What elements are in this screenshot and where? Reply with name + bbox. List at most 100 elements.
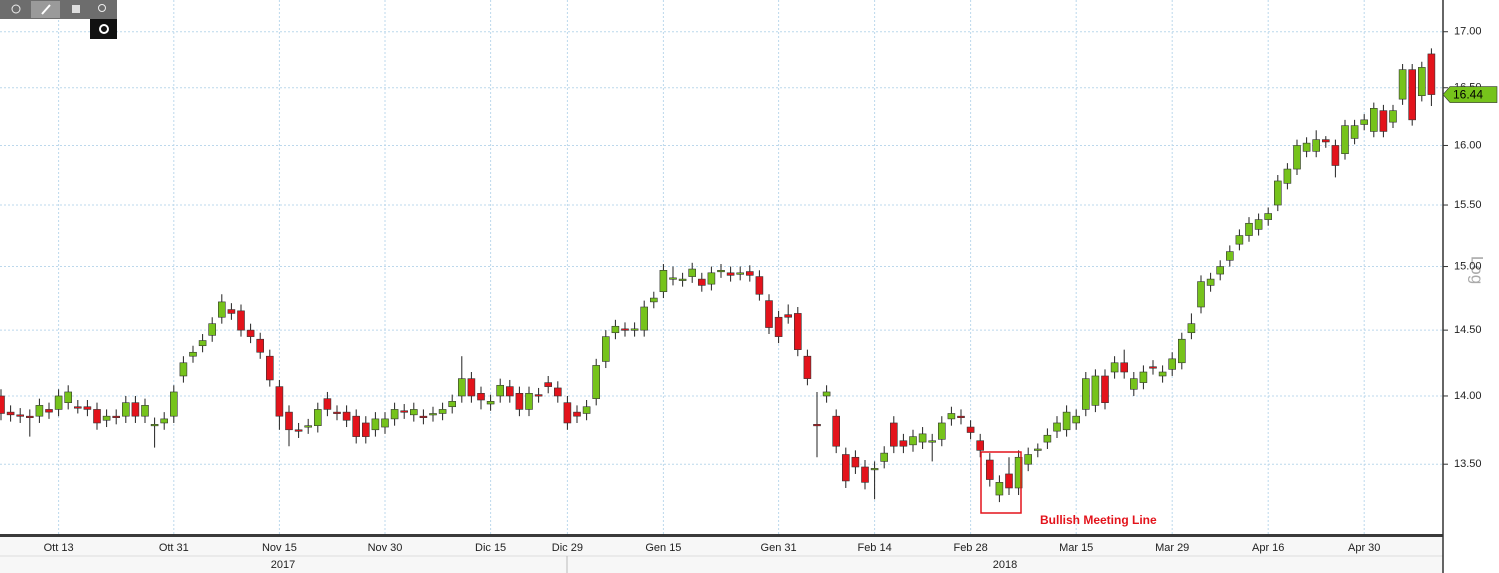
candle-body — [784, 314, 793, 318]
candle-body — [755, 276, 764, 295]
candle-body — [717, 269, 725, 273]
y-tick-label: 17.00 — [1454, 26, 1482, 38]
candle-body — [582, 406, 591, 414]
x-axis-bar — [0, 534, 1443, 537]
candle-body — [880, 452, 889, 462]
y-tick-label: 15.00 — [1454, 260, 1482, 272]
candle-body — [525, 392, 533, 410]
x-tick-label: Mar 15 — [1059, 542, 1093, 554]
candle-body — [976, 440, 985, 451]
x-tick-label: Gen 15 — [645, 542, 681, 554]
tool-button[interactable] — [41, 4, 51, 15]
candle-body — [1082, 378, 1090, 410]
candle-body — [83, 406, 92, 410]
tool-button[interactable] — [98, 4, 106, 12]
annotation-box — [980, 451, 1022, 514]
candle-body — [1187, 323, 1196, 334]
candle-body — [937, 422, 946, 440]
last-price-label: 16.44 — [1453, 88, 1483, 102]
candle-body — [342, 411, 351, 421]
candle-body — [505, 386, 514, 397]
candle-body — [1072, 415, 1080, 424]
x-axis-area — [0, 537, 1443, 573]
tool-button[interactable] — [11, 4, 21, 14]
candle-body — [553, 387, 562, 397]
candle-body — [1360, 119, 1368, 125]
candle-body — [1322, 139, 1330, 143]
candle-body — [774, 316, 783, 337]
candle-body — [1398, 69, 1407, 100]
candle-body — [45, 409, 53, 413]
tool-button[interactable] — [90, 19, 117, 39]
candle-body — [25, 415, 34, 418]
candle-body — [189, 351, 197, 357]
annotation: Bullish Meeting Line — [1040, 513, 1157, 527]
x-tick-label: Ott 31 — [159, 542, 189, 554]
candle-body — [198, 340, 207, 347]
candle-body — [995, 482, 1004, 496]
candle-body — [1091, 375, 1100, 406]
candle-body — [1226, 251, 1234, 261]
y-tick-label: 13.50 — [1454, 458, 1482, 470]
candle-body — [265, 355, 274, 381]
candle-body — [246, 329, 255, 337]
tool-button[interactable] — [72, 5, 80, 13]
scale-label: Log — [1468, 256, 1487, 284]
candle-body — [1389, 110, 1397, 123]
candle-body — [678, 278, 687, 281]
candle-body — [1158, 371, 1167, 377]
candle-body — [1331, 145, 1340, 166]
candle-body — [813, 424, 821, 427]
candle-body — [928, 440, 937, 443]
candle-body — [832, 415, 841, 447]
candle-body — [227, 309, 236, 314]
candle-body — [1120, 362, 1128, 373]
candle-body — [1350, 125, 1359, 139]
candle-body — [841, 454, 850, 482]
candle-body — [141, 405, 149, 417]
x-tick-label: Nov 15 — [262, 542, 297, 554]
candle-body — [275, 386, 284, 417]
candle-body — [957, 415, 965, 418]
grid — [0, 0, 1443, 535]
candle-body — [544, 382, 553, 387]
candle-body — [438, 409, 447, 414]
candle-body — [861, 466, 869, 483]
candle-body — [1264, 213, 1272, 220]
candle-body — [1408, 69, 1416, 121]
x-tick-label: Apr 16 — [1252, 542, 1284, 554]
candle-body — [371, 418, 380, 431]
candle-body — [409, 409, 418, 416]
candle-body — [16, 414, 25, 417]
candle-body — [1235, 235, 1244, 245]
candle-body — [1206, 278, 1215, 286]
candle-body — [6, 411, 15, 416]
candle-body — [822, 391, 831, 397]
x-tick-label: Nov 30 — [368, 542, 403, 554]
candle-body — [294, 429, 303, 432]
candle-body — [352, 415, 361, 437]
x-tick-label: Ott 13 — [44, 542, 74, 554]
candle-body — [160, 418, 168, 424]
candle-body — [457, 378, 466, 397]
candle-body — [1283, 168, 1292, 184]
candle-body — [1014, 456, 1023, 489]
candle-body — [870, 468, 879, 471]
candle-body — [131, 402, 140, 417]
candle-body — [909, 436, 917, 446]
candle-body — [64, 391, 72, 403]
candle-body — [918, 433, 927, 443]
candle-body — [237, 310, 245, 331]
candle-body — [1312, 139, 1320, 152]
candle-body — [1302, 142, 1311, 152]
y-tick-label: 16.00 — [1454, 139, 1482, 151]
candle-body — [448, 401, 457, 408]
candle-body — [112, 415, 120, 418]
candle-body — [669, 277, 677, 280]
candle-body — [889, 422, 898, 447]
candle-body — [707, 272, 716, 285]
candle-body — [361, 422, 370, 437]
candle-body — [1168, 358, 1176, 370]
candle-body — [621, 328, 629, 331]
